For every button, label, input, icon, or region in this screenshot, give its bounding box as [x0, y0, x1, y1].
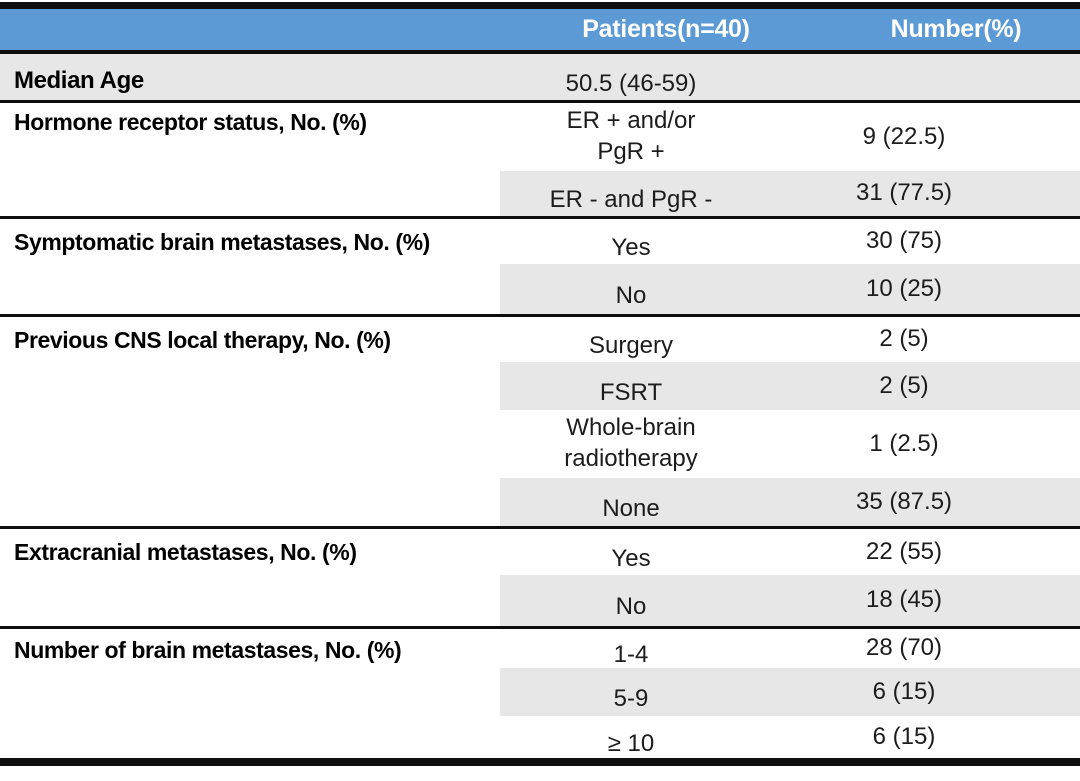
row-label: Median Age	[0, 54, 500, 100]
section-label: Number of brain metastases, No. (%)	[14, 637, 402, 663]
section-number-brain-metastases: Number of brain metastases, No. (%) 1-4 …	[0, 629, 1080, 758]
number-cell: 28 (70)	[865, 634, 943, 662]
table-row: FSRT 2 (5)	[500, 362, 1080, 410]
number-cell: 1 (2.5)	[869, 429, 939, 457]
section-label: Hormone receptor status, No. (%)	[14, 109, 367, 135]
table-top-border	[0, 2, 1080, 9]
patients-cell: Yes	[611, 234, 651, 262]
patients-cell: Surgery	[588, 332, 674, 360]
patients-cell: No	[615, 281, 647, 309]
table-row: Yes 30 (75)	[500, 219, 1080, 264]
number-cell: 22 (55)	[865, 537, 943, 565]
divider-line	[0, 626, 1080, 629]
patients-cell: Yes	[611, 544, 651, 572]
table-row: ER + and/or PgR + 9 (22.5)	[500, 103, 1080, 171]
section-previous-cns-therapy: Previous CNS local therapy, No. (%) Surg…	[0, 317, 1080, 526]
table-row: Whole-brain radiotherapy 1 (2.5)	[500, 410, 1080, 478]
number-cell	[832, 54, 1080, 100]
section-hormone-receptor: Hormone receptor status, No. (%) ER + an…	[0, 103, 1080, 216]
section-extracranial-metastases: Extracranial metastases, No. (%) Yes 22 …	[0, 529, 1080, 626]
patients-cell: FSRT	[599, 378, 663, 406]
patients-cell: 50.5 (46-59)	[565, 69, 697, 97]
header-number: Number(%)	[890, 15, 1022, 43]
header-empty-cell	[0, 9, 500, 50]
header-patients: Patients(n=40)	[582, 15, 750, 43]
table-row: None 35 (87.5)	[500, 478, 1080, 526]
number-cell: 9 (22.5)	[862, 122, 946, 150]
patients-cell: ER + and/or PgR +	[566, 107, 696, 165]
section-label: Extracranial metastases, No. (%)	[14, 539, 357, 565]
section-symptomatic-brain-metastases: Symptomatic brain metastases, No. (%) Ye…	[0, 219, 1080, 314]
table-row: 5-9 6 (15)	[500, 668, 1080, 716]
table-row: Yes 22 (55)	[500, 529, 1080, 575]
table-bottom-border	[0, 758, 1080, 766]
number-cell: 6 (15)	[872, 677, 936, 705]
table-row: ≥ 10 6 (15)	[500, 716, 1080, 758]
table-header-row: Patients(n=40) Number(%)	[0, 9, 1080, 50]
divider-line	[0, 314, 1080, 317]
table-row: Surgery 2 (5)	[500, 317, 1080, 362]
divider-line	[0, 526, 1080, 529]
table-row: 1-4 28 (70)	[500, 629, 1080, 668]
patients-cell: ER - and PgR -	[549, 186, 713, 214]
patients-cell: No	[615, 593, 647, 621]
number-cell: 6 (15)	[872, 722, 936, 750]
patients-cell: 5-9	[613, 684, 649, 712]
divider-line	[0, 216, 1080, 219]
row-label-text: Median Age	[14, 67, 144, 94]
patients-cell: Whole-brain radiotherapy	[564, 414, 698, 472]
number-cell: 35 (87.5)	[855, 487, 953, 515]
number-cell: 18 (45)	[865, 586, 943, 614]
number-cell: 2 (5)	[879, 371, 929, 399]
divider-line	[0, 50, 1080, 54]
number-cell: 31 (77.5)	[855, 179, 953, 207]
table-row: No 10 (25)	[500, 264, 1080, 314]
number-cell: 30 (75)	[865, 227, 943, 255]
table-row: ER - and PgR - 31 (77.5)	[500, 171, 1080, 216]
number-cell: 2 (5)	[879, 325, 929, 353]
number-cell: 10 (25)	[865, 274, 943, 302]
patients-cell: 1-4	[613, 641, 649, 669]
patients-cell: ≥ 10	[607, 729, 655, 757]
section-label: Previous CNS local therapy, No. (%)	[14, 327, 391, 353]
section-label: Symptomatic brain metastases, No. (%)	[14, 229, 430, 255]
table-row: No 18 (45)	[500, 575, 1080, 626]
divider-line	[0, 100, 1080, 103]
row-median-age: Median Age 50.5 (46-59)	[0, 54, 1080, 100]
patients-cell: None	[602, 494, 660, 522]
